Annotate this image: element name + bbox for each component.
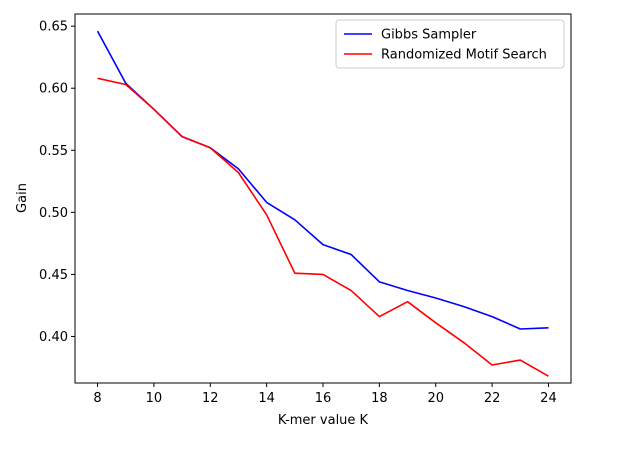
y-tick-label: 0.55 [39,144,68,159]
y-tick-label: 0.45 [39,268,68,283]
y-axis-ticks: 0.40 0.45 0.50 0.55 0.60 0.65 [39,20,75,345]
legend: Gibbs Sampler Randomized Motif Search [335,19,565,69]
x-tick-label: 16 [315,391,332,406]
plot-area [75,14,571,383]
legend-box [335,19,565,69]
x-tick-label: 18 [371,391,388,406]
legend-entry-label: Randomized Motif Search [381,48,547,63]
x-tick-label: 14 [258,391,275,406]
x-tick-label: 22 [484,391,501,406]
y-tick-label: 0.50 [39,206,68,221]
y-axis-label: Gain [15,183,30,213]
x-axis-label: K-mer value K [278,413,369,428]
x-tick-label: 12 [202,391,219,406]
legend-entry-label: Gibbs Sampler [381,28,477,43]
y-tick-label: 0.65 [39,20,68,35]
x-tick-label: 8 [93,391,101,406]
x-tick-label: 24 [540,391,557,406]
series-layer [96,30,549,377]
x-tick-label: 10 [146,391,163,406]
y-tick-label: 0.60 [39,82,68,97]
x-axis-ticks: 8 10 12 14 16 18 20 22 24 [93,383,557,406]
x-tick-label: 20 [427,391,444,406]
y-tick-label: 0.40 [39,330,68,345]
